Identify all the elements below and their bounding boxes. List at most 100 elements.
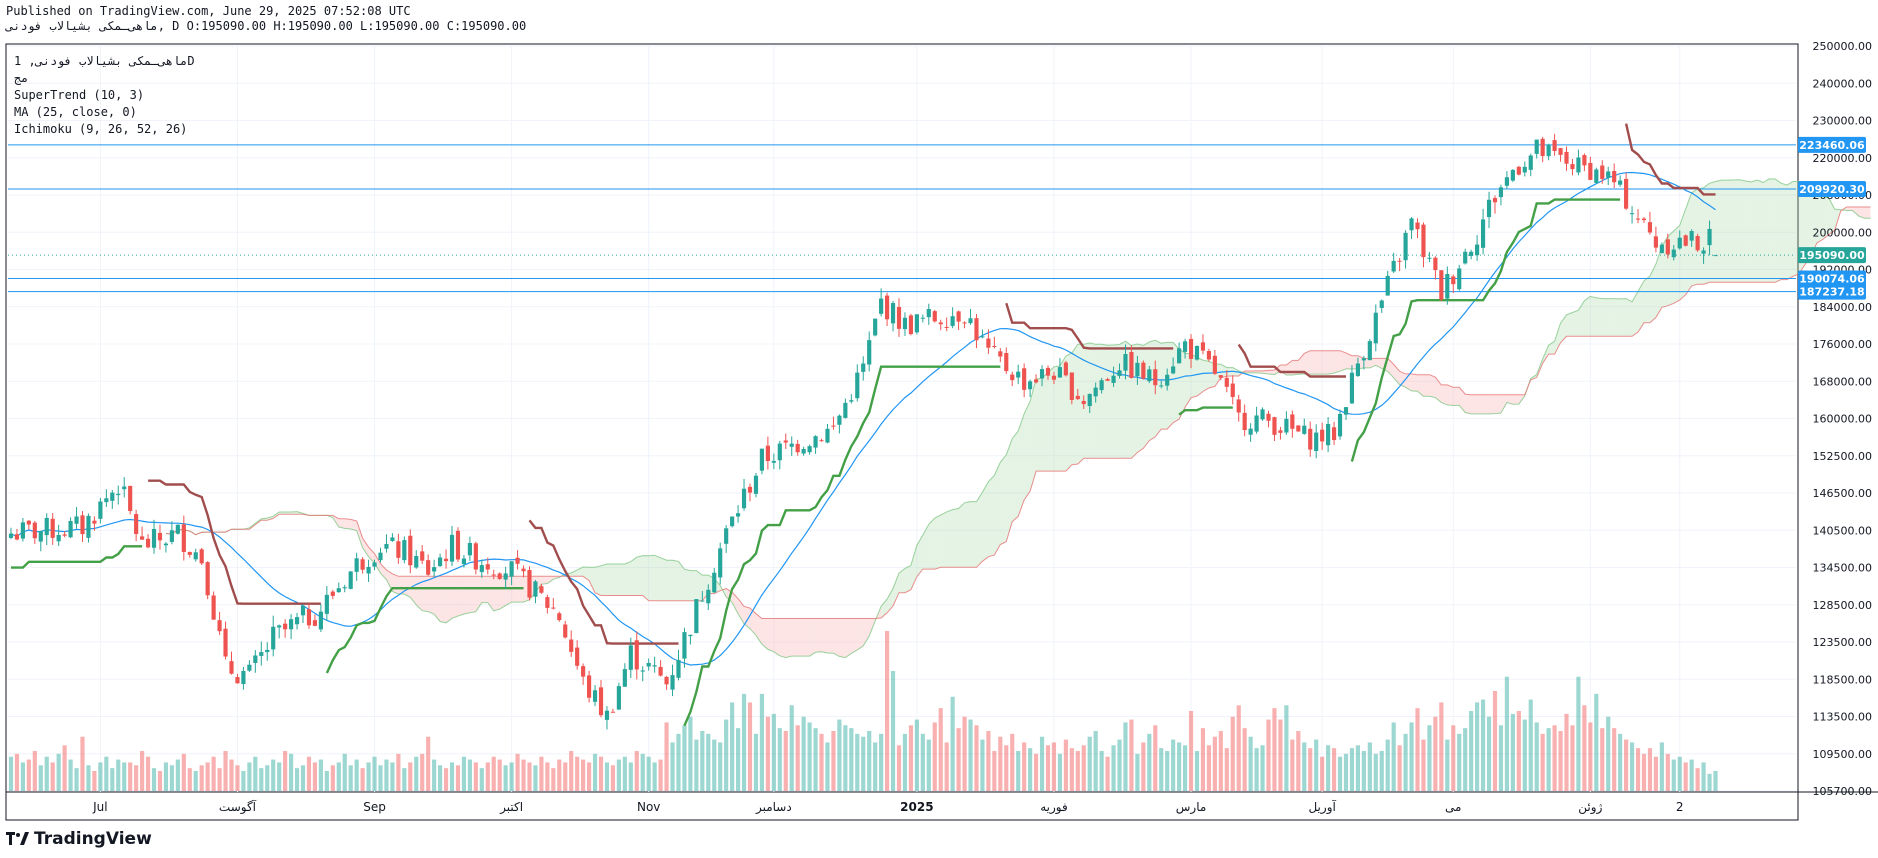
candle-body [265, 649, 270, 653]
candle-body [1224, 377, 1229, 387]
price-tick-label: 113500.00 [1813, 711, 1873, 724]
volume-bar [1522, 719, 1527, 791]
candle-body [1266, 413, 1271, 421]
candle-body [1218, 375, 1223, 378]
supertrend-segment [683, 365, 1001, 727]
volume-bar [831, 731, 836, 791]
cloud-segment [857, 618, 864, 650]
volume-bar [68, 759, 73, 791]
candle-body [467, 542, 472, 556]
legend-supertrend[interactable]: SuperTrend (10, 3) [14, 88, 145, 102]
candle-body [1498, 187, 1504, 198]
cloud-segment [1602, 298, 1609, 337]
legend-ma[interactable]: MA (25, close, 0) [14, 105, 137, 119]
volume-bar [926, 739, 931, 791]
price-tick-label: 184000.00 [1813, 301, 1873, 314]
volume-bar [962, 716, 967, 791]
cloud-segment [1149, 340, 1156, 441]
volume-bar [1641, 753, 1647, 791]
cloud-segment [1697, 187, 1704, 285]
candle-body [414, 556, 419, 568]
candle-body [372, 562, 377, 567]
volume-bar [1141, 742, 1146, 791]
candle-body [992, 345, 997, 347]
cloud-segment [839, 618, 846, 658]
cloud-segment [660, 557, 667, 601]
volume-bar [646, 756, 651, 791]
candle-body [1111, 375, 1116, 383]
volume-bar [205, 762, 210, 791]
volume-bar [801, 716, 806, 791]
legend-ichimoku[interactable]: Ichimoku (9, 26, 52, 26) [14, 122, 188, 136]
cloud-segment [887, 588, 894, 613]
candle-body [324, 594, 329, 614]
candle-body [68, 521, 73, 538]
cloud-segment [904, 565, 911, 593]
volume-bar [1171, 739, 1176, 791]
volume-bar [545, 762, 550, 791]
volume-bar [20, 762, 25, 791]
volume-bar [354, 759, 359, 791]
cloud-segment [946, 509, 953, 568]
cloud-segment [1852, 207, 1859, 216]
cloud-segment [428, 576, 435, 615]
volume-bar [74, 768, 79, 791]
volume-bar [145, 756, 151, 791]
candle-body [1713, 255, 1718, 257]
volume-bar [1427, 725, 1432, 791]
cloud-segment [1691, 189, 1698, 286]
volume-bar [569, 751, 574, 791]
volume-bar [795, 725, 800, 791]
volume-bar [986, 731, 991, 791]
volume-bar [1177, 742, 1182, 791]
candle-body [199, 549, 204, 564]
volume-bar [1683, 762, 1688, 791]
cloud-segment [809, 618, 816, 657]
candle-body [1469, 251, 1474, 256]
volume-bar [1081, 745, 1086, 791]
legend-subtitle: مج [14, 71, 29, 85]
candle-body [1516, 166, 1521, 175]
volume-bar [1451, 725, 1456, 791]
volume-bar [1111, 745, 1116, 791]
cloud-segment [1512, 394, 1519, 405]
volume-bar [652, 762, 657, 791]
volume-bar [1397, 745, 1402, 791]
volume-bar [1498, 725, 1504, 791]
volume-bar [1689, 759, 1694, 791]
candle-body [1373, 312, 1378, 344]
candle-body [664, 676, 669, 685]
price-tick-label: 118500.00 [1813, 673, 1873, 686]
candle-body [1206, 351, 1211, 360]
volume-bar [443, 768, 449, 791]
time-tick-label: Jul [92, 800, 107, 814]
volume-bar [807, 722, 812, 791]
volume-bar [330, 765, 335, 791]
cloud-segment [499, 576, 506, 610]
volume-bar [199, 765, 204, 791]
candle-body [1188, 338, 1194, 359]
volume-bar [1606, 716, 1611, 791]
candle-body [128, 485, 133, 511]
candle-body [1159, 385, 1164, 387]
candle-body [1504, 177, 1509, 186]
cloud-segment [422, 576, 429, 612]
candle-body [181, 524, 186, 552]
cloud-segment [636, 555, 643, 596]
volume-bar [861, 736, 866, 791]
volume-bar [998, 736, 1003, 791]
volume-bar [277, 762, 282, 791]
candle-body [1272, 417, 1277, 435]
candle-body [592, 690, 598, 702]
candle-body [569, 639, 574, 652]
cloud-segment [1429, 374, 1436, 398]
candle-body [777, 443, 782, 461]
volume-bar [1266, 719, 1271, 791]
cloud-segment [398, 576, 405, 594]
volume-bar [384, 759, 389, 791]
cloud-segment [1763, 178, 1770, 283]
price-axis: 105700.00 109500.00 113500.00 118500.00 1235… [1813, 40, 1873, 798]
cloud-segment [803, 618, 810, 657]
candle-body [1123, 354, 1128, 371]
